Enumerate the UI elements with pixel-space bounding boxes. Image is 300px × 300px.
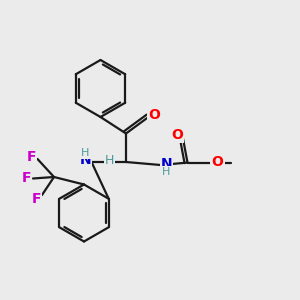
Text: H: H	[162, 167, 171, 177]
Text: F: F	[22, 172, 31, 185]
Text: N: N	[80, 154, 91, 167]
Text: O: O	[212, 155, 224, 169]
Text: F: F	[32, 192, 41, 206]
Text: H: H	[81, 148, 90, 158]
Text: O: O	[148, 108, 160, 122]
Text: F: F	[27, 150, 36, 164]
Text: H: H	[105, 154, 114, 167]
Text: N: N	[161, 157, 172, 170]
Text: O: O	[171, 128, 183, 142]
